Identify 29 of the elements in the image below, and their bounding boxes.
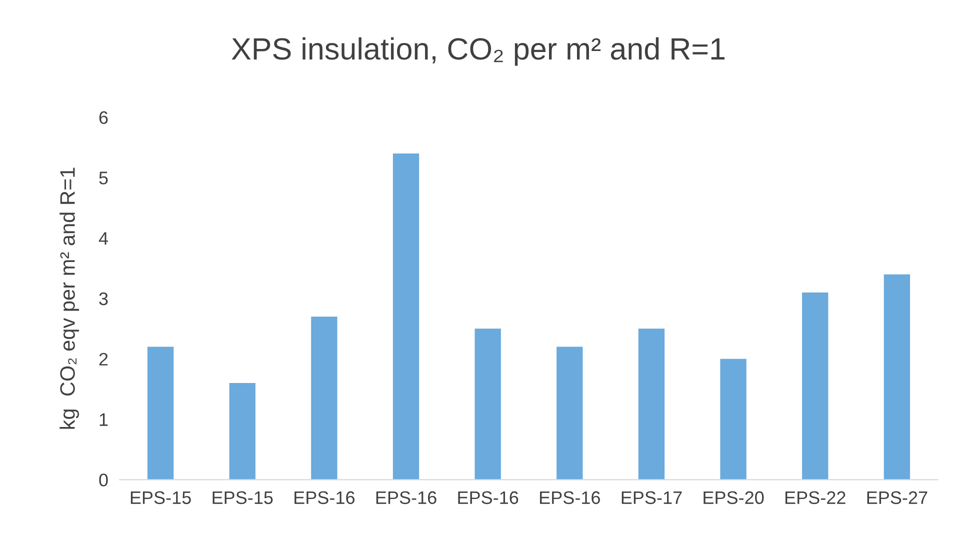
- y-tick-label: 5: [99, 172, 108, 184]
- y-tick-label: 1: [100, 413, 108, 426]
- x-tick-label: EPS-20: [704, 491, 764, 504]
- bar: [474, 328, 501, 480]
- bar: [556, 346, 583, 480]
- y-axis-title: kg CO₂ eqv per m² and R=1: [60, 168, 80, 429]
- bar: [229, 383, 256, 480]
- bar: [720, 358, 746, 480]
- bar: [802, 292, 828, 480]
- x-tick-label: EPS-17: [622, 491, 682, 504]
- bar: [638, 328, 665, 480]
- x-tick-label: EPS-27: [867, 491, 928, 504]
- x-tick-label: EPS-16: [294, 491, 355, 504]
- y-tick-label: 0: [99, 474, 108, 486]
- y-tick-label: 2: [99, 352, 108, 366]
- x-tick-label: EPS-22: [785, 491, 846, 504]
- x-tick-label: EPS-16: [540, 491, 600, 504]
- bar: [884, 274, 910, 480]
- x-tick-label: EPS-16: [376, 491, 436, 504]
- x-tick-label: EPS-16: [458, 491, 518, 504]
- bar: [147, 346, 174, 480]
- y-tick-label: 6: [99, 111, 108, 124]
- x-tick-label: EPS-15: [212, 491, 273, 504]
- bar: [311, 316, 338, 480]
- y-tick-label: 4: [98, 232, 108, 245]
- chart-title: XPS insulation, CO₂ per m² and R=1: [232, 37, 725, 66]
- x-tick-label: EPS-15: [130, 491, 191, 504]
- y-tick-label: 3: [99, 292, 108, 306]
- bar: [392, 154, 420, 480]
